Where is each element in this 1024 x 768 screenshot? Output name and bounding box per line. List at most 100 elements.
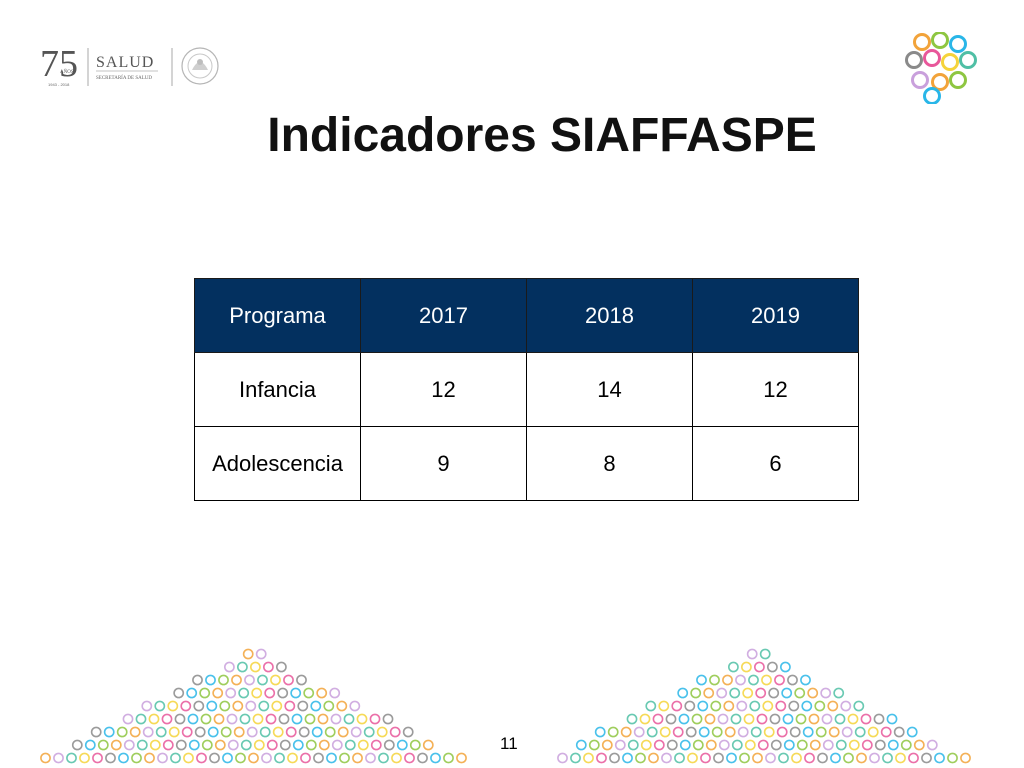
pattern-ring — [259, 726, 271, 738]
pattern-ring — [607, 726, 619, 738]
pattern-ring — [118, 752, 129, 764]
logo-salud: SALUD — [96, 54, 154, 71]
pattern-ring — [801, 700, 813, 712]
pattern-ring — [782, 713, 794, 725]
pattern-ring — [199, 687, 211, 699]
pattern-ring — [66, 752, 77, 764]
pattern-ring — [264, 687, 276, 699]
pattern-ring — [370, 739, 382, 751]
pattern-ring — [736, 700, 748, 712]
pattern-ring — [895, 752, 906, 764]
pattern-ring — [323, 700, 335, 712]
pattern-ring — [265, 713, 277, 725]
pattern-ring — [697, 700, 709, 712]
pattern-ring — [843, 752, 854, 764]
pattern-ring — [277, 687, 289, 699]
pattern-ring — [92, 752, 103, 764]
pattern-ring — [841, 726, 853, 738]
pattern-ring — [671, 700, 683, 712]
pattern-ring — [908, 752, 919, 764]
pattern-ring — [363, 726, 375, 738]
pattern-ring — [136, 739, 148, 751]
pattern-ring — [882, 752, 893, 764]
pattern-ring — [161, 713, 173, 725]
pattern-ring — [270, 674, 281, 686]
pattern-ring — [756, 713, 768, 725]
cell-2017: 12 — [360, 352, 527, 427]
page-title: Indicadores SIAFFASPE — [267, 109, 817, 162]
indicators-table: Programa 2017 2018 2019 Infancia 12 14 1… — [194, 278, 859, 501]
cell-programa: Adolescencia — [194, 426, 361, 501]
pattern-ring — [724, 726, 736, 738]
pattern-ring — [880, 726, 892, 738]
pattern-ring — [258, 700, 270, 712]
pattern-ring — [238, 687, 250, 699]
pattern-ring — [422, 739, 434, 751]
pattern-ring — [658, 700, 670, 712]
pattern-ring — [763, 726, 775, 738]
pattern-ring — [284, 700, 296, 712]
pattern-ring — [157, 752, 168, 764]
pattern-ring — [659, 726, 671, 738]
pattern-ring — [244, 674, 255, 686]
pattern-ring — [893, 726, 905, 738]
pattern-ring — [292, 739, 304, 751]
header-programa: Programa — [194, 278, 361, 353]
pattern-ring — [311, 726, 323, 738]
pattern-ring — [232, 700, 244, 712]
pattern-ring — [874, 739, 886, 751]
pattern-ring — [775, 700, 787, 712]
pattern-ring — [193, 700, 205, 712]
pattern-ring — [767, 661, 778, 673]
pattern-ring — [275, 661, 287, 673]
pattern-ring — [594, 726, 606, 738]
pattern-ring — [804, 752, 815, 764]
pattern-ring — [279, 739, 291, 751]
ring-pattern-decoration — [40, 648, 971, 764]
pattern-ring — [272, 726, 284, 738]
pattern-ring — [900, 739, 912, 751]
pattern-ring — [194, 726, 206, 738]
pattern-ring — [233, 726, 245, 738]
cell-programa: Infancia — [194, 352, 361, 427]
pattern-ring — [313, 752, 324, 764]
pattern-ring — [105, 752, 116, 764]
pattern-ring — [711, 726, 723, 738]
pattern-ring — [960, 752, 971, 764]
pattern-ring — [867, 726, 879, 738]
pattern-ring — [713, 752, 724, 764]
pattern-ring — [717, 713, 729, 725]
pattern-ring — [223, 661, 235, 673]
pattern-ring — [231, 674, 242, 686]
pattern-ring — [718, 739, 730, 751]
pattern-ring — [261, 752, 272, 764]
header-2017: 2017 — [360, 278, 527, 353]
pattern-ring — [761, 674, 772, 686]
pattern-ring — [116, 726, 128, 738]
pattern-ring — [213, 713, 225, 725]
pattern-ring — [209, 752, 220, 764]
pattern-ring — [687, 752, 698, 764]
table-row: Infancia 12 14 12 — [194, 352, 859, 427]
pattern-ring — [170, 752, 181, 764]
logo-ring — [923, 87, 941, 104]
pattern-ring — [240, 739, 252, 751]
pattern-ring — [921, 752, 932, 764]
pattern-ring — [40, 752, 51, 764]
pattern-ring — [378, 752, 389, 764]
pattern-ring — [672, 726, 684, 738]
pattern-ring — [285, 726, 297, 738]
pattern-ring — [298, 726, 310, 738]
pattern-ring — [757, 739, 769, 751]
pattern-ring — [255, 648, 267, 660]
logo-ring — [949, 71, 967, 89]
pattern-ring — [409, 739, 421, 751]
pattern-ring — [135, 713, 147, 725]
pattern-ring — [168, 726, 180, 738]
pattern-ring — [684, 700, 696, 712]
pattern-ring — [248, 752, 259, 764]
pattern-ring — [300, 752, 311, 764]
pattern-ring — [253, 739, 265, 751]
pattern-ring — [251, 687, 263, 699]
pattern-ring — [317, 713, 329, 725]
